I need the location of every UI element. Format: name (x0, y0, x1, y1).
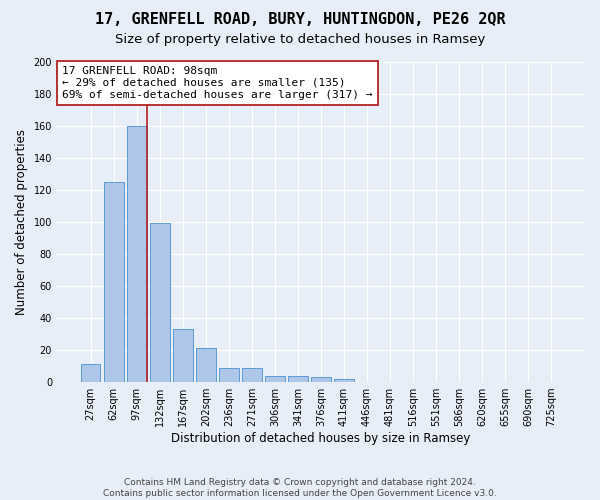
Bar (81, 364, 100, 382)
Bar (196, 348, 215, 382)
Text: 17, GRENFELL ROAD, BURY, HUNTINGDON, PE26 2QR: 17, GRENFELL ROAD, BURY, HUNTINGDON, PE2… (95, 12, 505, 28)
Bar (311, 378, 331, 382)
Bar (242, 368, 262, 382)
Text: 17 GRENFELL ROAD: 98sqm
← 29% of detached houses are smaller (135)
69% of semi-d: 17 GRENFELL ROAD: 98sqm ← 29% of detache… (62, 66, 373, 100)
Bar (150, 224, 170, 382)
X-axis label: Distribution of detached houses by size in Ramsey: Distribution of detached houses by size … (171, 432, 470, 445)
Bar (265, 376, 284, 382)
Bar (334, 379, 354, 382)
Bar (104, 182, 124, 382)
Bar (173, 329, 193, 382)
Bar (288, 376, 308, 382)
Bar (127, 126, 146, 382)
Y-axis label: Number of detached properties: Number of detached properties (15, 129, 28, 315)
Text: Size of property relative to detached houses in Ramsey: Size of property relative to detached ho… (115, 32, 485, 46)
Text: Contains HM Land Registry data © Crown copyright and database right 2024.
Contai: Contains HM Land Registry data © Crown c… (103, 478, 497, 498)
Bar (219, 368, 239, 382)
